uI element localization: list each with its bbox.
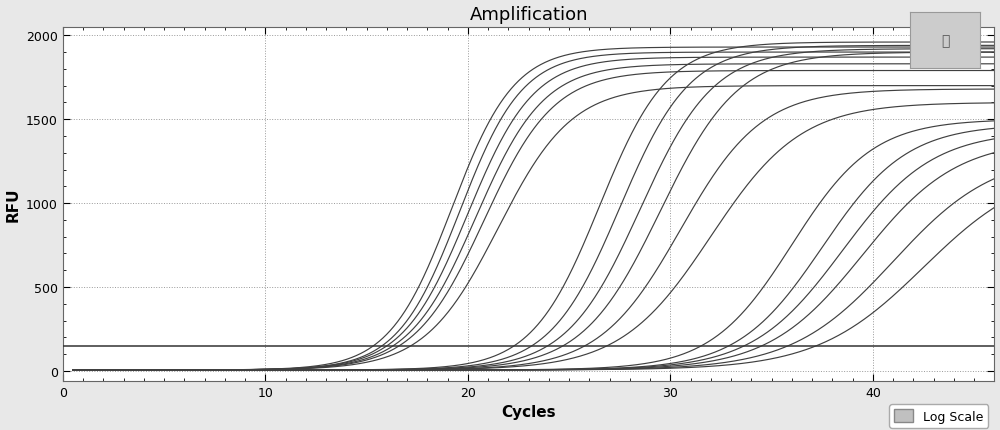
- Text: 📷: 📷: [941, 34, 949, 48]
- X-axis label: Cycles: Cycles: [501, 404, 556, 419]
- Title: Amplification: Amplification: [469, 6, 588, 24]
- Y-axis label: RFU: RFU: [6, 187, 21, 221]
- Legend: Log Scale: Log Scale: [889, 404, 988, 428]
